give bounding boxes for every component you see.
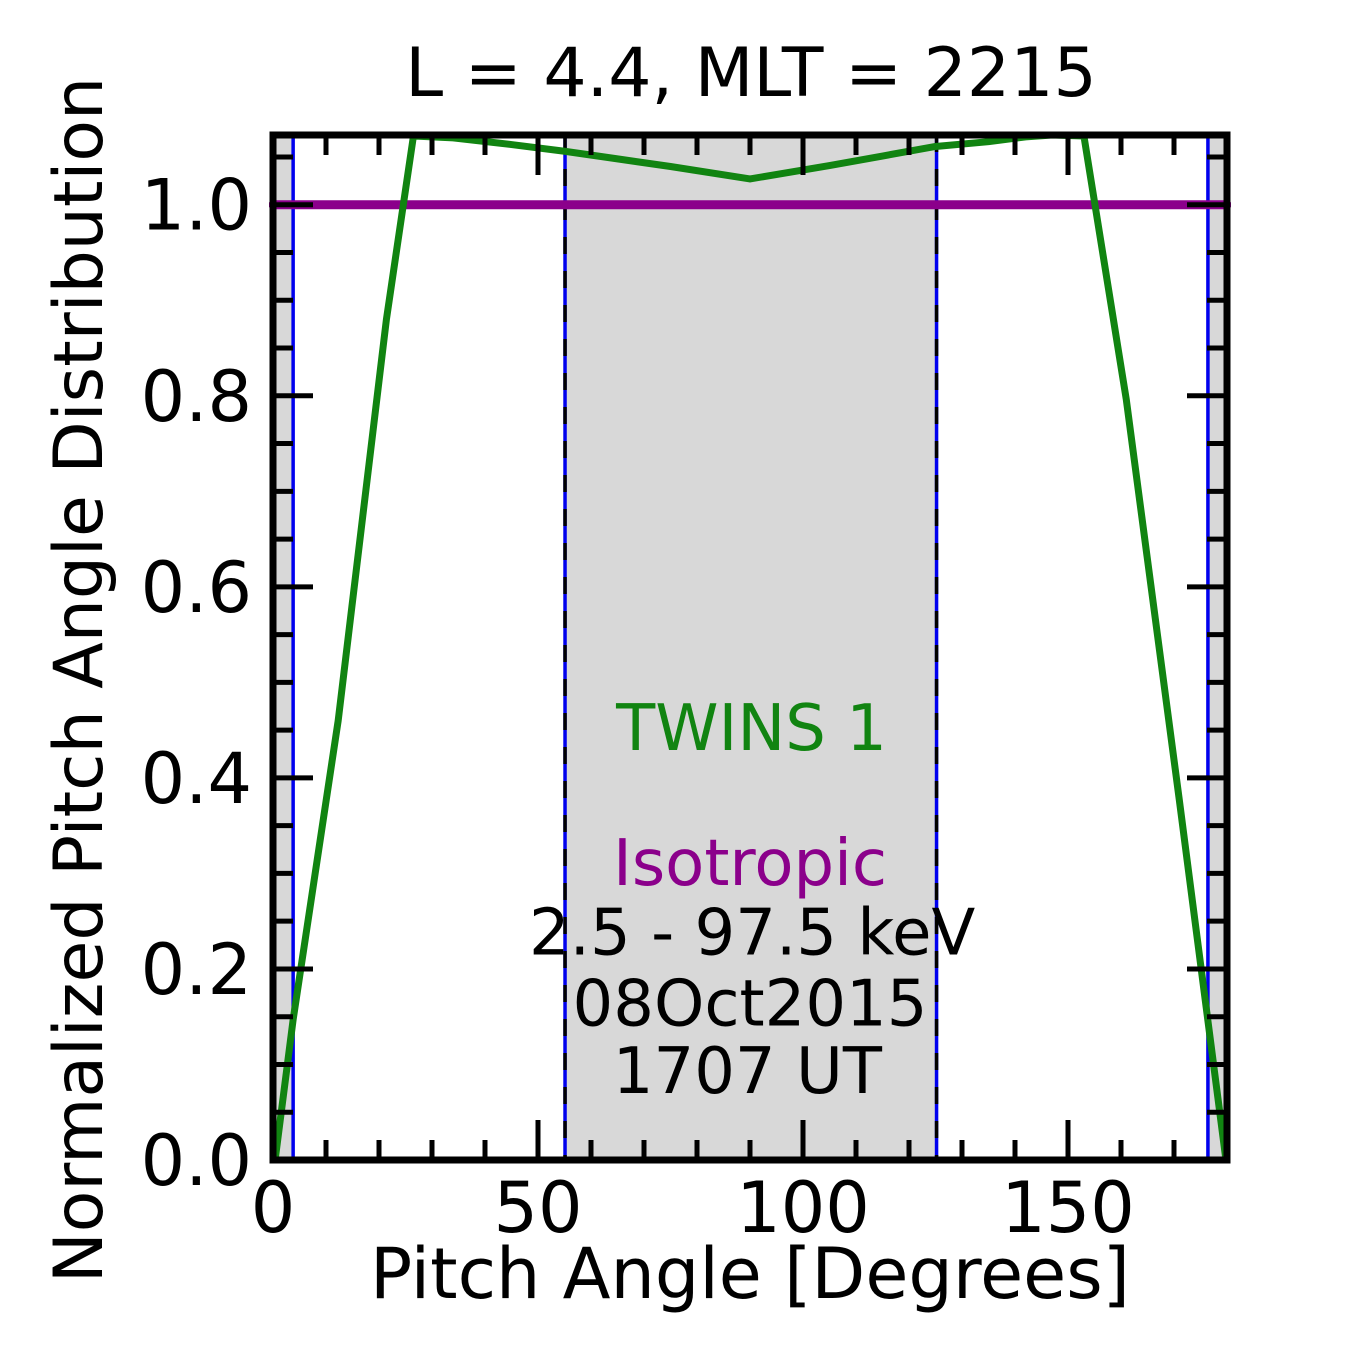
axis-ticks bbox=[270, 135, 1227, 1163]
y-axis-label: Normalized Pitch Angle Distribution bbox=[40, 77, 119, 1283]
annotation-twins-1: TWINS 1 bbox=[615, 692, 887, 766]
shaded-band bbox=[273, 132, 294, 1163]
fov-boundary-lines bbox=[291, 135, 1210, 1160]
y-tick-label: 0.0 bbox=[141, 1120, 252, 1202]
shaded-angle-bands bbox=[273, 132, 1227, 1163]
annotation-08oct2015: 08Oct2015 bbox=[573, 967, 928, 1041]
x-tick-label: 50 bbox=[493, 1167, 582, 1249]
shaded-band bbox=[565, 132, 937, 1163]
annotation-isotropic: Isotropic bbox=[613, 827, 887, 901]
y-tick-label: 0.8 bbox=[141, 356, 252, 438]
x-tick-label: 0 bbox=[251, 1167, 296, 1249]
y-tick-label: 0.6 bbox=[141, 547, 252, 629]
x-axis-label: Pitch Angle [Degrees] bbox=[370, 1233, 1130, 1315]
y-tick-label: 1.0 bbox=[141, 165, 252, 247]
annotation-1707-ut: 1707 UT bbox=[613, 1035, 883, 1109]
x-tick-label: 100 bbox=[736, 1167, 870, 1249]
x-tick-label: 150 bbox=[1001, 1167, 1135, 1249]
shaded-band bbox=[1207, 132, 1227, 1163]
annotation-2-5-97-5-kev: 2.5 - 97.5 keV bbox=[529, 897, 976, 971]
y-tick-label: 0.4 bbox=[141, 738, 252, 820]
chart-title: L = 4.4, MLT = 2215 bbox=[405, 34, 1096, 113]
y-tick-label: 0.2 bbox=[141, 929, 252, 1011]
axis-tick-labels: 0 50 100 150 0.0 0.2 0.4 0.6 0.8 1.0 bbox=[141, 165, 1135, 1249]
